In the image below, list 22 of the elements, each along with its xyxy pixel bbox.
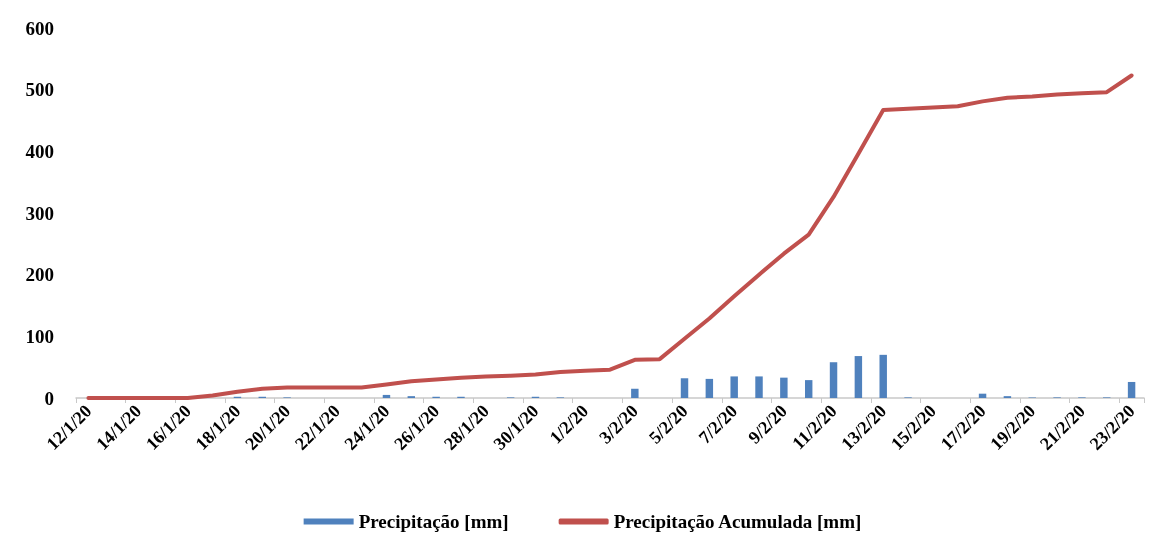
bar bbox=[631, 388, 639, 398]
bar bbox=[854, 356, 863, 398]
y-tick-label: 300 bbox=[25, 202, 54, 224]
bar bbox=[1127, 381, 1136, 398]
y-tick-label: 500 bbox=[25, 79, 54, 101]
y-tick-label: 100 bbox=[25, 325, 54, 347]
legend-label: Precipitação [mm] bbox=[358, 511, 509, 532]
y-tick-label: 200 bbox=[25, 264, 54, 286]
bar bbox=[780, 377, 788, 398]
bar bbox=[382, 394, 391, 398]
bar bbox=[755, 376, 763, 398]
bar bbox=[879, 354, 887, 398]
legend-label: Precipitação Acumulada [mm] bbox=[613, 511, 862, 532]
bar bbox=[804, 380, 813, 398]
bar bbox=[730, 376, 738, 398]
line-series bbox=[86, 73, 1134, 400]
y-tick-label: 400 bbox=[25, 140, 54, 162]
y-tick-label: 600 bbox=[25, 17, 54, 39]
bar bbox=[680, 378, 689, 398]
y-tick-label: 0 bbox=[44, 387, 54, 409]
bar bbox=[829, 362, 838, 398]
bar bbox=[705, 378, 714, 398]
